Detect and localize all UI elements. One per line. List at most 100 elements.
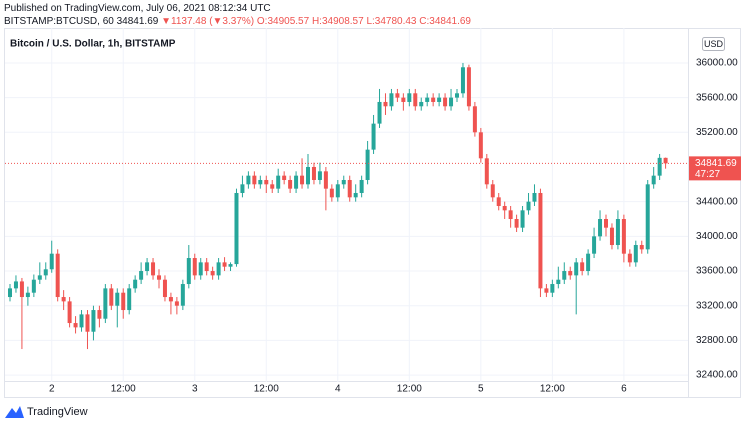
y-tick-label: 33200.00 [696, 300, 738, 311]
candle-body [431, 97, 436, 102]
candle-body [323, 171, 328, 189]
candle-body [234, 192, 239, 265]
symbol: BITSTAMP:BTCUSD, 60 [4, 16, 114, 27]
candle-body [25, 292, 30, 298]
currency-box[interactable] [702, 37, 725, 51]
candle-body [532, 192, 537, 202]
candle-body [615, 219, 620, 246]
candle-body [139, 271, 144, 280]
candle-body [520, 210, 525, 228]
candle-body [443, 97, 448, 107]
candle-body [115, 292, 120, 306]
candle-body [425, 97, 430, 102]
candle-body [127, 288, 132, 311]
candle-body [574, 262, 579, 276]
candle-body [109, 288, 114, 306]
candle-body [562, 271, 567, 280]
candle-body [389, 93, 394, 107]
candle-body [347, 179, 352, 198]
candle-body [216, 262, 221, 276]
candle-body [633, 245, 638, 263]
candle-body [353, 192, 358, 198]
candle-body [645, 184, 650, 250]
candle-body [85, 314, 90, 332]
candle-body [210, 271, 215, 276]
candle-body [371, 123, 376, 150]
x-tick-label: 12:00 [111, 384, 136, 395]
candle-body [8, 288, 12, 298]
candle-body [502, 206, 507, 211]
candle-body [455, 93, 459, 98]
candle-body [192, 258, 197, 276]
countdown: 47:27 [695, 169, 720, 180]
candle-body [413, 93, 418, 107]
x-tick-label: 12:00 [254, 384, 279, 395]
candle-body [294, 175, 299, 189]
candle-body [67, 301, 72, 324]
y-tick-label: 35200.00 [696, 127, 738, 138]
candle-body [663, 157, 668, 164]
candle-body [31, 279, 36, 293]
candle-body [103, 288, 108, 319]
candle-body [478, 132, 483, 159]
candle-body [627, 253, 632, 263]
candle-body [460, 67, 465, 94]
candle-body [449, 97, 454, 107]
candle-body [151, 262, 156, 276]
candle-body [621, 219, 626, 254]
candle-body [383, 101, 388, 107]
candle-body [598, 219, 603, 237]
y-tick-label: 35600.00 [696, 92, 738, 103]
candle-body [43, 269, 48, 276]
candle-body [419, 101, 424, 107]
candle-body [55, 253, 60, 298]
candle-body [258, 179, 263, 185]
footer-logo [5, 406, 24, 418]
candle-body [359, 179, 364, 193]
y-tick-label: 36000.00 [696, 58, 738, 69]
candle-body [317, 171, 322, 180]
currency: USD [704, 39, 724, 49]
x-tick-label: 4 [335, 384, 341, 395]
candle-body [592, 236, 597, 254]
ohlc: O:34905.57 H:34908.57 L:34780.43 C:34841… [256, 16, 471, 27]
candle-body [162, 279, 167, 298]
last-price-box [689, 156, 741, 181]
candle-body [377, 101, 382, 124]
candle-body [97, 310, 102, 319]
candle-body [157, 275, 161, 280]
last-price: 34841.69 [116, 16, 159, 27]
candle-body [395, 93, 400, 98]
candle-body [300, 175, 305, 185]
y-tick-label: 32400.00 [696, 370, 738, 381]
candle-body [145, 262, 150, 272]
change: ▼1137.48 (▼3.37%) [161, 16, 255, 27]
x-tick-label: 6 [621, 384, 627, 395]
candle-body [270, 184, 275, 189]
candle-body [586, 253, 591, 272]
candle-body [472, 106, 477, 133]
candle-body [240, 184, 245, 193]
x-tick-label: 12:00 [540, 384, 565, 395]
candle-body [508, 210, 513, 220]
candle-body [550, 284, 555, 293]
candle-body [514, 219, 519, 228]
candle-body [538, 192, 543, 289]
candle-body [91, 310, 96, 332]
candle-body [79, 314, 84, 328]
candle-body [490, 184, 495, 198]
y-tick-label: 32800.00 [696, 335, 738, 346]
candle-body [168, 297, 173, 302]
footer-brand: TradingView [27, 406, 88, 418]
candle-body [437, 97, 442, 102]
candle-body [335, 184, 340, 198]
candle-body [228, 264, 233, 267]
published-line: Published on TradingView.com, July 06, 2… [4, 3, 271, 14]
candle-body [341, 179, 346, 185]
candle-body [651, 175, 656, 185]
y-tick-label: 34000.00 [696, 231, 738, 242]
candle-body [276, 175, 281, 189]
x-tick-label: 3 [192, 384, 198, 395]
plot: 36000.00 35600.00 35200.00 34400.00 34000.00… [5, 28, 738, 395]
